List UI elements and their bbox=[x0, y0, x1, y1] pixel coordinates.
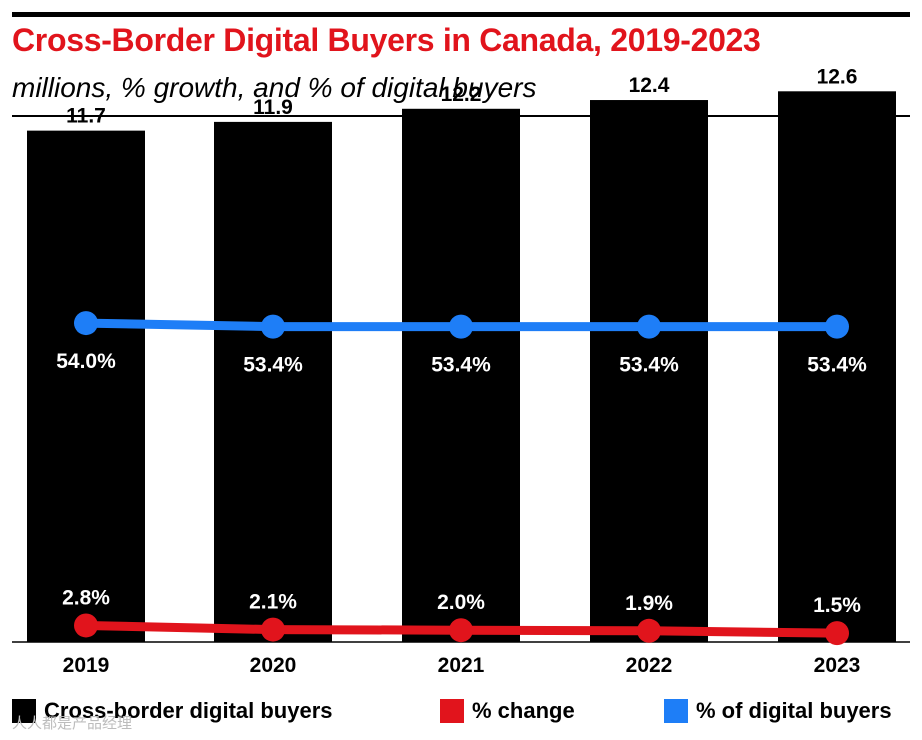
change-label-2020: 2.1% bbox=[249, 591, 297, 614]
bar-2021 bbox=[402, 108, 520, 643]
bar-2023 bbox=[778, 91, 896, 642]
legend-item-share: % of digital buyers bbox=[664, 698, 892, 724]
legend-swatch-change bbox=[440, 699, 464, 723]
share-label-2023: 53.4% bbox=[807, 354, 867, 377]
change-point-2020 bbox=[261, 617, 285, 642]
change-label-2023: 1.5% bbox=[813, 594, 861, 617]
change-point-2019 bbox=[74, 613, 98, 638]
watermark: 人人都是产品经理 bbox=[12, 715, 133, 732]
x-tick-label-2022: 2022 bbox=[626, 654, 673, 677]
legend: Cross-border digital buyers % change % o… bbox=[12, 698, 912, 728]
share-point-2020 bbox=[261, 314, 285, 339]
legend-item-change: % change bbox=[440, 698, 575, 724]
bar-label-2020: 11.9 bbox=[253, 96, 293, 119]
x-tick-label-2021: 2021 bbox=[438, 654, 485, 677]
legend-swatch-share bbox=[664, 699, 688, 723]
share-label-2020: 53.4% bbox=[243, 354, 303, 377]
legend-item-buyers: Cross-border digital buyers bbox=[12, 698, 333, 724]
change-point-2021 bbox=[449, 618, 473, 643]
legend-label-buyers: Cross-border digital buyers bbox=[44, 698, 333, 723]
share-point-2019 bbox=[74, 311, 98, 336]
chart-title: Cross-Border Digital Buyers in Canada, 2… bbox=[12, 22, 761, 58]
share-label-2021: 53.4% bbox=[431, 354, 491, 377]
legend-swatch-buyers bbox=[12, 699, 36, 723]
change-label-2019: 2.8% bbox=[62, 586, 110, 609]
chart-subtitle: millions, % growth, and % of digital buy… bbox=[12, 72, 537, 103]
change-point-2022 bbox=[637, 618, 661, 643]
share-point-2022 bbox=[637, 314, 661, 339]
change-label-2021: 2.0% bbox=[437, 591, 485, 614]
change-point-2023 bbox=[825, 621, 849, 646]
chart-plot: 11.7 11.9 12.2 12.4 12.6 2019 2020 2021 2022 2023… bbox=[12, 65, 910, 677]
legend-label-share: % of digital buyers bbox=[696, 698, 892, 723]
share-label-2022: 53.4% bbox=[619, 354, 679, 377]
x-tick-label-2019: 2019 bbox=[63, 654, 110, 677]
legend-label-change: % change bbox=[472, 698, 575, 723]
share-point-2021 bbox=[449, 314, 473, 339]
bar-2022 bbox=[590, 100, 708, 642]
bar-2020 bbox=[214, 121, 332, 643]
bar-label-2021: 12.2 bbox=[441, 83, 482, 106]
x-tick-label-2020: 2020 bbox=[250, 654, 297, 677]
share-label-2019: 54.0% bbox=[56, 350, 116, 373]
share-point-2023 bbox=[825, 314, 849, 339]
change-label-2022: 1.9% bbox=[625, 592, 673, 615]
bar-2019 bbox=[27, 130, 145, 643]
bar-label-2023: 12.6 bbox=[817, 65, 858, 88]
x-tick-label-2023: 2023 bbox=[814, 654, 861, 677]
bar-label-2022: 12.4 bbox=[629, 74, 670, 97]
bar-label-2019: 11.7 bbox=[66, 105, 106, 128]
top-rule bbox=[12, 12, 910, 17]
